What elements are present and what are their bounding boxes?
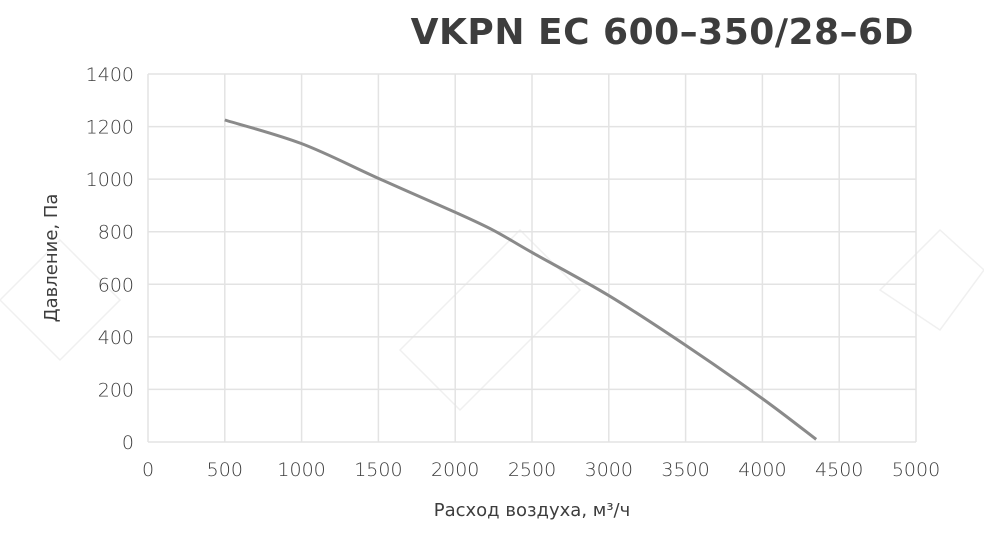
x-tick-label: 1000 <box>277 459 325 481</box>
x-tick-label: 2000 <box>431 459 479 481</box>
x-axis-label: Расход воздуха, м³/ч <box>434 500 631 521</box>
y-tick-label: 1000 <box>86 169 134 191</box>
y-tick-label: 1400 <box>86 64 134 86</box>
y-tick-label: 600 <box>98 274 134 296</box>
x-tick-label: 1500 <box>354 459 402 481</box>
chart-title: VKPN EC 600–350/28–6D <box>410 12 914 53</box>
x-tick-label: 3000 <box>585 459 633 481</box>
y-tick-label: 400 <box>98 327 134 349</box>
y-tick-label: 0 <box>122 432 134 454</box>
y-tick-label: 800 <box>98 222 134 244</box>
x-tick-label: 5000 <box>892 459 940 481</box>
x-tick-label: 4000 <box>738 459 786 481</box>
x-tick-label: 4500 <box>815 459 863 481</box>
x-tick-label: 2500 <box>508 459 556 481</box>
series-line <box>224 118 818 441</box>
y-tick-label: 200 <box>98 379 134 401</box>
y-axis-label: Давление, Па <box>41 194 62 323</box>
x-tick-label: 0 <box>142 459 154 481</box>
x-tick-label: 500 <box>207 459 243 481</box>
x-tick-label: 3500 <box>661 459 709 481</box>
y-tick-label: 1200 <box>86 117 134 139</box>
